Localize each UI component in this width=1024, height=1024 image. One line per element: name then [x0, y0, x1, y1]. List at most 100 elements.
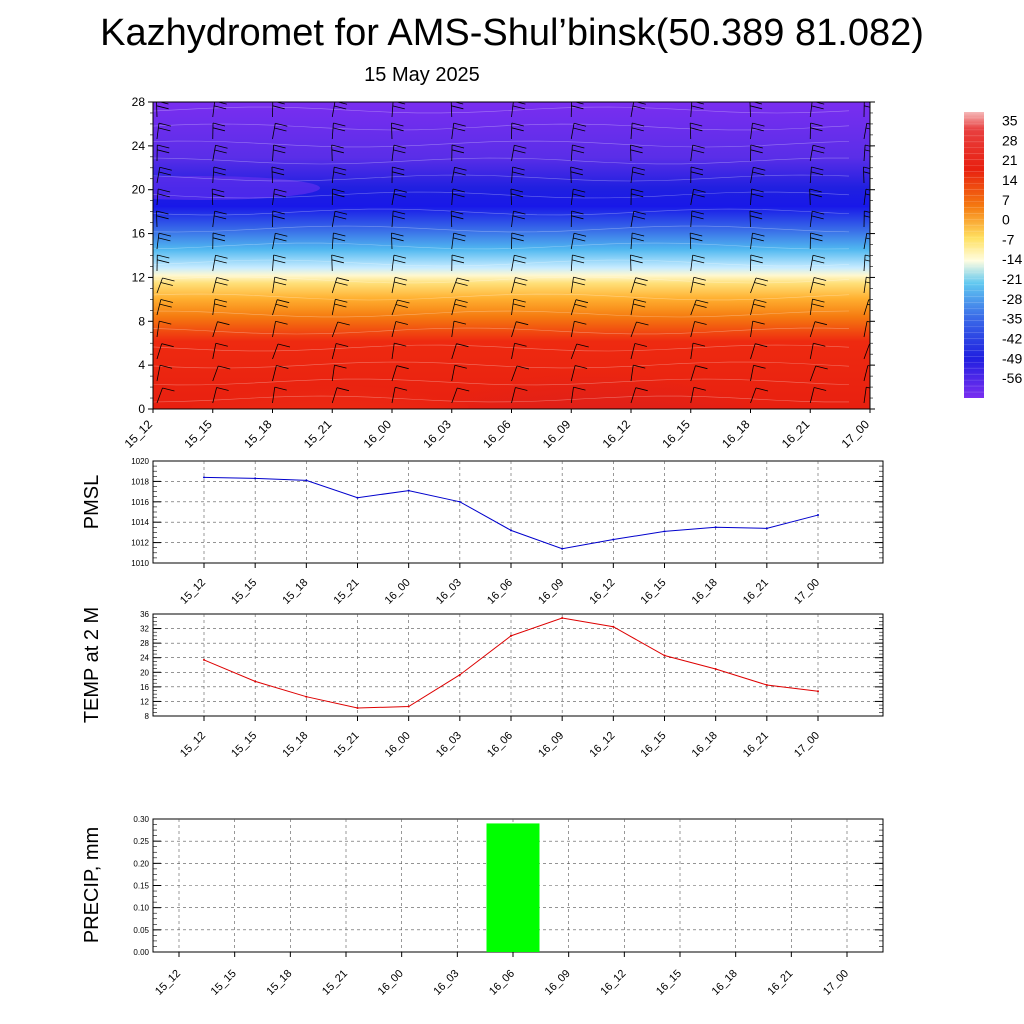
- wind-barb: [212, 277, 218, 294]
- wind-barb-feather: [456, 343, 469, 348]
- wind-barb-feather: [273, 193, 286, 198]
- heatmap-warm-core: [447, 340, 745, 409]
- wind-barb-feather: [865, 127, 870, 130]
- wind-barb-feather: [158, 102, 169, 105]
- wind-barb-feather: [815, 365, 828, 370]
- wind-barb: [630, 123, 633, 140]
- wind-barb-feather: [631, 237, 644, 242]
- wind-barb-feather: [272, 215, 285, 220]
- wind-barb: [391, 122, 393, 140]
- wind-barb-feather: [510, 188, 524, 193]
- x-tick-label: 16_03: [431, 968, 461, 998]
- wind-barb-feather: [693, 188, 706, 193]
- wind-barb-feather: [159, 364, 173, 369]
- wind-barb-feather: [754, 299, 767, 303]
- wind-barb-feather: [333, 232, 346, 237]
- wind-barb-feather: [454, 166, 467, 171]
- wind-barb-feather: [751, 188, 764, 193]
- wind-barb-feather: [633, 303, 646, 308]
- temp-point: [458, 673, 461, 676]
- wind-barb: [156, 277, 163, 294]
- wind-barb-feather: [162, 387, 175, 392]
- wind-barb: [272, 189, 275, 206]
- wind-barb-feather: [273, 149, 286, 154]
- wind-barb: [750, 321, 754, 338]
- wind-barb-feather: [694, 304, 707, 308]
- pmsl-point: [817, 514, 819, 517]
- wind-barb-feather: [158, 127, 171, 132]
- wind-barb-feather: [811, 303, 824, 308]
- wind-barb-feather: [157, 149, 170, 154]
- wind-barb-feather: [331, 259, 344, 264]
- wind-barb-feather: [575, 299, 589, 304]
- wind-barb-feather: [516, 365, 530, 370]
- heatmap-field: [153, 102, 870, 409]
- wind-barb: [690, 145, 694, 162]
- wind-barb-feather: [272, 171, 285, 176]
- temp-point: [203, 658, 205, 661]
- wind-barb-feather: [397, 299, 410, 304]
- wind-barb: [331, 299, 336, 316]
- temp-point: [305, 695, 308, 698]
- wind-barb-feather: [394, 342, 407, 347]
- wind-barb-feather: [574, 320, 587, 325]
- wind-barb: [211, 188, 214, 206]
- wind-barb: [511, 167, 514, 184]
- wind-barb: [272, 299, 278, 316]
- wind-barb-feather: [630, 149, 643, 154]
- x-tick-label: 16_15: [639, 730, 669, 760]
- wind-barb: [391, 365, 398, 382]
- wind-barb-feather: [573, 122, 587, 127]
- wind-barb: [809, 387, 815, 404]
- wind-barb-feather: [691, 215, 704, 220]
- wind-barb-feather: [214, 215, 227, 220]
- temp-panel: 15_12 15_15 15_18 15_21 16_00 16_03 16_06 16_09…: [81, 607, 884, 760]
- wind-barb: [570, 365, 576, 382]
- wind-barb-feather: [162, 277, 175, 282]
- wind-barb-feather: [865, 254, 870, 257]
- y-tick-label: 12: [132, 270, 146, 284]
- wind-barb-feather: [752, 320, 765, 325]
- wind-barb-feather: [690, 237, 703, 242]
- wind-barb: [272, 343, 279, 360]
- wind-barb: [451, 167, 455, 184]
- x-tick-label: 16_09: [536, 730, 566, 760]
- wind-barb: [212, 387, 218, 404]
- wind-barb-feather: [867, 303, 870, 306]
- wind-barb: [809, 365, 817, 382]
- wind-barb: [212, 299, 216, 316]
- wind-barb-feather: [573, 232, 587, 237]
- wind-barb: [156, 167, 161, 184]
- contour-line: [153, 106, 850, 114]
- pmsl-point: [561, 547, 564, 550]
- wind-barb-feather: [633, 364, 646, 369]
- wind-barb-feather: [576, 343, 589, 348]
- wind-barb: [570, 343, 578, 360]
- temp-point: [663, 654, 666, 657]
- wind-barb: [156, 387, 163, 404]
- y-tick-label: 0.10: [133, 904, 149, 913]
- x-tick-label: 15_18: [280, 730, 310, 760]
- wind-barb-feather: [512, 171, 525, 176]
- wind-barb-feather: [334, 215, 347, 220]
- wind-barb: [272, 123, 276, 140]
- wind-barb: [212, 255, 216, 272]
- temp-point: [356, 706, 359, 709]
- wind-barb-feather: [864, 210, 870, 213]
- wind-barb: [863, 166, 865, 184]
- wind-barb-feather: [217, 321, 230, 326]
- wind-barb-feather: [864, 259, 870, 262]
- x-tick-label: 16_18: [690, 577, 720, 607]
- wind-barb-feather: [275, 303, 288, 308]
- wind-barb-feather: [214, 210, 227, 215]
- contour-line: [153, 123, 850, 131]
- wind-barb: [391, 189, 396, 206]
- wind-barb-feather: [513, 149, 526, 154]
- wind-barb-feather: [811, 105, 824, 110]
- wind-barb-feather: [212, 232, 226, 237]
- wind-barb: [863, 233, 868, 250]
- y-tick-label: 8: [145, 712, 150, 721]
- wind-barb: [511, 365, 518, 382]
- wind-barb-feather: [158, 237, 171, 242]
- wind-barb-feather: [633, 298, 647, 303]
